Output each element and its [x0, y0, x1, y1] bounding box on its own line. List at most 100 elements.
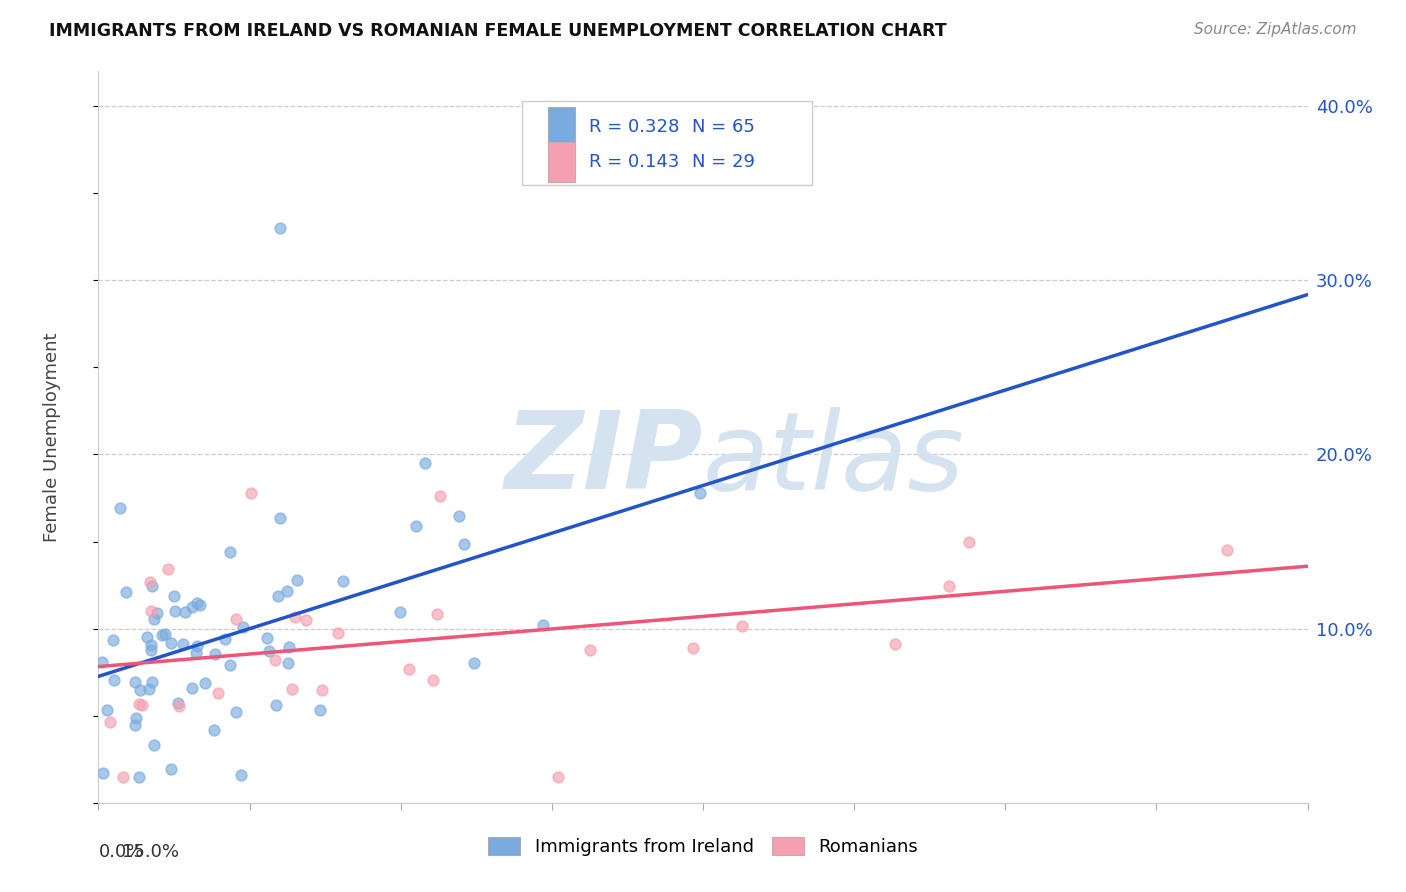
FancyBboxPatch shape [522, 101, 811, 185]
Point [531, 618, 554, 632]
Point [259, 644, 281, 658]
Point [311, 682, 333, 697]
Point [277, 640, 299, 654]
Point [689, 486, 711, 500]
Point [295, 613, 318, 627]
FancyBboxPatch shape [548, 107, 575, 147]
Point [163, 589, 186, 603]
Point [447, 508, 470, 523]
Text: N = 29: N = 29 [692, 153, 755, 171]
Point [141, 675, 163, 690]
Text: IMMIGRANTS FROM IRELAND VS ROMANIAN FEMALE UNEMPLOYMENT CORRELATION CHART: IMMIGRANTS FROM IRELAND VS ROMANIAN FEMA… [49, 22, 946, 40]
Point [422, 673, 444, 688]
Point [204, 647, 226, 661]
Point [190, 598, 212, 612]
Point [426, 607, 449, 621]
Point [225, 612, 247, 626]
Point [269, 221, 291, 235]
Point [453, 537, 475, 551]
Point [264, 698, 287, 712]
Point [103, 673, 125, 688]
Point [547, 770, 569, 784]
Point [229, 767, 252, 781]
Point [166, 696, 188, 710]
Point [269, 510, 291, 524]
Point [883, 637, 905, 651]
Point [214, 632, 236, 647]
Text: R = 0.143: R = 0.143 [589, 153, 679, 171]
Point [160, 636, 183, 650]
Point [173, 605, 195, 619]
Point [156, 562, 179, 576]
Point [163, 605, 186, 619]
Point [285, 573, 308, 587]
Point [405, 518, 427, 533]
Point [142, 612, 165, 626]
Text: 0.0%: 0.0% [98, 843, 143, 861]
Point [1216, 543, 1239, 558]
Point [225, 705, 247, 719]
Text: N = 65: N = 65 [692, 119, 755, 136]
Point [284, 609, 307, 624]
Text: Female Unemployment: Female Unemployment [44, 333, 62, 541]
Point [150, 627, 173, 641]
Point [181, 681, 204, 696]
Point [108, 500, 131, 515]
Point [463, 656, 485, 670]
Point [139, 574, 162, 589]
Point [240, 485, 263, 500]
Point [256, 631, 278, 645]
Point [219, 657, 242, 672]
Point [207, 685, 229, 699]
Point [413, 456, 436, 470]
Point [181, 599, 204, 614]
Point [194, 675, 217, 690]
Point [186, 646, 208, 660]
Legend: Immigrants from Ireland, Romanians: Immigrants from Ireland, Romanians [481, 830, 925, 863]
Point [139, 643, 162, 657]
Point [112, 770, 135, 784]
Text: ZIP: ZIP [505, 406, 703, 512]
Point [146, 606, 169, 620]
Point [135, 630, 157, 644]
Point [267, 589, 290, 603]
Point [98, 715, 121, 730]
Point [159, 762, 181, 776]
Point [128, 770, 150, 784]
Point [138, 682, 160, 697]
Point [202, 723, 225, 738]
Point [332, 574, 354, 589]
Point [172, 637, 194, 651]
Point [277, 656, 299, 670]
Point [124, 675, 146, 690]
Point [186, 639, 208, 653]
Point [167, 698, 190, 713]
Point [231, 620, 253, 634]
Point [124, 718, 146, 732]
Point [276, 584, 298, 599]
Point [579, 642, 602, 657]
Point [91, 655, 114, 669]
Text: 15.0%: 15.0% [122, 843, 179, 861]
Point [131, 698, 153, 712]
Point [139, 604, 162, 618]
Point [388, 605, 411, 619]
Text: atlas: atlas [703, 407, 965, 511]
Text: Source: ZipAtlas.com: Source: ZipAtlas.com [1194, 22, 1357, 37]
Point [91, 766, 114, 780]
Point [429, 489, 451, 503]
Text: R = 0.328: R = 0.328 [589, 119, 679, 136]
Point [186, 596, 208, 610]
Point [141, 579, 163, 593]
Point [139, 638, 162, 652]
Point [219, 545, 242, 559]
Point [128, 697, 150, 711]
Point [731, 618, 754, 632]
Point [398, 662, 420, 676]
Point [264, 653, 287, 667]
Point [155, 627, 177, 641]
Point [101, 633, 124, 648]
Point [328, 626, 350, 640]
Point [143, 738, 166, 752]
Point [938, 579, 960, 593]
